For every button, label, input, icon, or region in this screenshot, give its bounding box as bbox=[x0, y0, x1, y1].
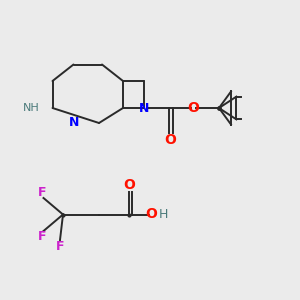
Text: F: F bbox=[56, 240, 64, 253]
Text: O: O bbox=[164, 133, 176, 147]
Text: N: N bbox=[139, 101, 149, 115]
Text: F: F bbox=[38, 185, 47, 199]
Text: NH: NH bbox=[23, 103, 40, 113]
Text: F: F bbox=[38, 230, 47, 244]
Text: H: H bbox=[159, 208, 168, 221]
Text: O: O bbox=[145, 208, 157, 221]
Text: O: O bbox=[187, 101, 199, 115]
Text: O: O bbox=[124, 178, 136, 192]
Text: N: N bbox=[69, 116, 80, 130]
